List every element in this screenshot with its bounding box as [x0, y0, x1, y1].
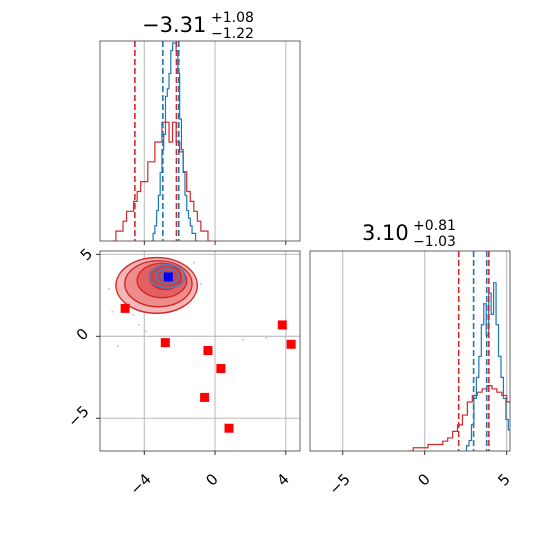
p2d-sample-dot-2 — [132, 313, 135, 316]
hist1-bg — [310, 251, 510, 451]
p2d-content — [107, 256, 296, 433]
p2d-blue-point-0 — [163, 272, 173, 282]
hist1-red-series — [408, 385, 510, 451]
p2d-xtick-0: 0 — [202, 470, 221, 489]
hist1-xtick-neg5: −5 — [325, 470, 353, 498]
param0-title-sup: +1.08 — [211, 10, 254, 26]
hist0-blue-series — [151, 42, 198, 241]
p2d-red-point-7 — [286, 339, 296, 349]
param0-title: −3.31 — [142, 13, 206, 37]
p2d-sample-dot-3 — [137, 323, 140, 326]
hist1-blue-series — [464, 282, 510, 451]
panel-hist-param1 — [309, 250, 511, 455]
hist1-xtick-5: 5 — [494, 470, 513, 489]
p2d-ytick-5: 5 — [77, 245, 96, 264]
p2d-sample-dot-9 — [265, 336, 268, 339]
p2d-blue-contour-0 — [148, 264, 186, 289]
p2d-red-point-0 — [120, 303, 130, 313]
p2d-red-point-2 — [203, 346, 213, 356]
hist0-series — [112, 42, 212, 241]
p2d-sample-dot-0 — [116, 345, 119, 348]
p2d-sample-dot-5 — [145, 330, 148, 333]
p2d-red-point-5 — [224, 423, 234, 433]
p2d-ytick-neg5: −5 — [64, 402, 92, 430]
p2d-sample-dot-1 — [111, 310, 114, 313]
p2d-blue-contour-1 — [154, 268, 180, 285]
hist1-xtick-0: 0 — [414, 470, 433, 489]
param0-title-main: −3.31 — [142, 13, 206, 37]
p2d-xtick-neg4: −4 — [126, 470, 154, 498]
p2d-sample-dot-8 — [242, 338, 245, 341]
hist0-frame — [99, 40, 301, 242]
p2d-sample-dot-4 — [107, 287, 110, 290]
p2d-red-point-3 — [216, 364, 226, 374]
param0-title-sub: −1.22 — [211, 26, 254, 42]
p2d-frame — [99, 250, 301, 452]
param1-title-main: 3.10 — [362, 221, 409, 245]
panel-2d-scatter — [96, 250, 301, 455]
p2d-red-point-1 — [160, 338, 170, 348]
param1-title-sup: +0.81 — [413, 218, 456, 234]
param1-title-sub: −1.03 — [413, 234, 456, 250]
hist1-frame — [309, 250, 511, 452]
p2d-xtick-4: 4 — [273, 470, 292, 489]
panel-hist-param0 — [99, 40, 301, 245]
param1-title: 3.10 — [362, 221, 409, 245]
p2d-ytick-0: 0 — [73, 325, 92, 344]
hist1-series — [408, 282, 510, 451]
p2d-sample-dot-7 — [199, 282, 202, 285]
p2d-red-point-4 — [200, 392, 210, 402]
p2d-red-point-6 — [277, 320, 287, 330]
p2d-sample-dot-6 — [192, 261, 195, 264]
